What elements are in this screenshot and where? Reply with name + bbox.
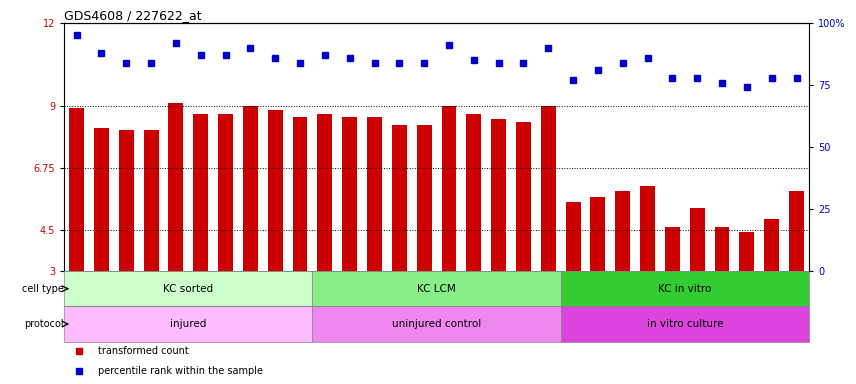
Text: cell type: cell type (22, 284, 63, 294)
Bar (715, 227, 729, 271)
Bar (312, 306, 561, 342)
Bar (615, 191, 630, 271)
Text: KC in vitro: KC in vitro (658, 284, 711, 294)
Bar (764, 218, 779, 271)
Bar (94, 128, 109, 271)
Text: KC LCM: KC LCM (417, 284, 456, 294)
Bar (665, 227, 680, 271)
Text: in vitro culture: in vitro culture (646, 319, 723, 329)
Bar (119, 131, 134, 271)
Bar (467, 114, 481, 271)
Bar (367, 117, 382, 271)
Bar (640, 185, 655, 271)
Bar (491, 119, 506, 271)
Text: protocol: protocol (24, 319, 63, 329)
Bar (64, 306, 312, 342)
Bar (740, 232, 754, 271)
Text: injured: injured (170, 319, 206, 329)
Bar (561, 271, 809, 306)
Text: percentile rank within the sample: percentile rank within the sample (98, 366, 263, 376)
Bar (516, 122, 531, 271)
Bar (541, 106, 556, 271)
Bar (243, 106, 258, 271)
Text: GDS4608 / 227622_at: GDS4608 / 227622_at (64, 9, 202, 22)
Bar (64, 271, 312, 306)
Bar (169, 103, 183, 271)
Bar (293, 117, 307, 271)
Bar (318, 114, 332, 271)
Bar (392, 125, 407, 271)
Bar (312, 271, 561, 306)
Text: KC sorted: KC sorted (163, 284, 213, 294)
Bar (69, 108, 84, 271)
Bar (566, 202, 580, 271)
Bar (193, 114, 208, 271)
Bar (342, 117, 357, 271)
Bar (218, 114, 233, 271)
Bar (561, 306, 809, 342)
Text: uninjured control: uninjured control (392, 319, 481, 329)
Bar (442, 106, 456, 271)
Bar (417, 125, 431, 271)
Text: transformed count: transformed count (98, 346, 188, 356)
Bar (591, 197, 605, 271)
Bar (268, 110, 282, 271)
Bar (144, 131, 158, 271)
Bar (789, 191, 804, 271)
Bar (690, 208, 704, 271)
